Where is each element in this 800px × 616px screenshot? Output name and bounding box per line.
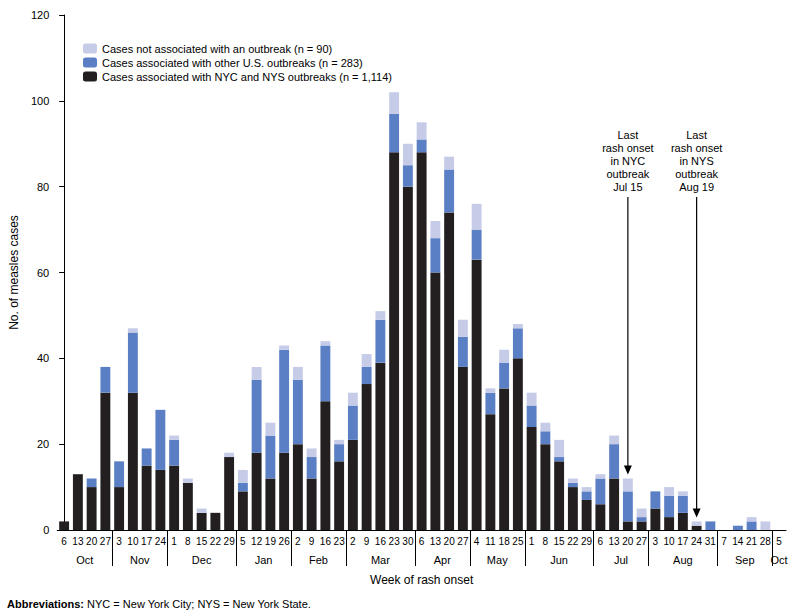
svg-text:6: 6 — [419, 536, 425, 547]
svg-text:31: 31 — [705, 536, 717, 547]
svg-text:15: 15 — [196, 536, 208, 547]
svg-text:3: 3 — [653, 536, 659, 547]
svg-text:16: 16 — [375, 536, 387, 547]
svg-text:Dec: Dec — [192, 554, 212, 566]
svg-text:9: 9 — [309, 536, 315, 547]
svg-text:16: 16 — [320, 536, 332, 547]
svg-text:20: 20 — [622, 536, 634, 547]
svg-text:4: 4 — [474, 536, 480, 547]
svg-text:No. of measles cases: No. of measles cases — [7, 215, 21, 330]
svg-text:3: 3 — [116, 536, 122, 547]
svg-text:29: 29 — [581, 536, 593, 547]
svg-text:rash onset: rash onset — [602, 142, 653, 154]
svg-text:15: 15 — [554, 536, 566, 547]
svg-text:24: 24 — [691, 536, 703, 547]
svg-text:13: 13 — [430, 536, 442, 547]
svg-text:1: 1 — [529, 536, 535, 547]
svg-text:Sep: Sep — [735, 554, 755, 566]
svg-text:26: 26 — [279, 536, 291, 547]
svg-text:22: 22 — [567, 536, 579, 547]
svg-text:Week of rash onset: Week of rash onset — [370, 573, 474, 587]
svg-text:Cases associated with other U.: Cases associated with other U.S. outbrea… — [102, 57, 363, 69]
svg-text:24: 24 — [155, 536, 167, 547]
svg-text:20: 20 — [86, 536, 98, 547]
svg-text:120: 120 — [31, 9, 49, 21]
svg-text:Jan: Jan — [255, 554, 273, 566]
svg-text:19: 19 — [265, 536, 277, 547]
svg-text:Jun: Jun — [550, 554, 568, 566]
svg-text:Feb: Feb — [309, 554, 328, 566]
svg-text:Cases not associated with an o: Cases not associated with an outbreak (n… — [102, 43, 332, 55]
svg-text:17: 17 — [677, 536, 689, 547]
svg-text:Aug 19: Aug 19 — [679, 181, 714, 193]
svg-text:Apr: Apr — [434, 554, 451, 566]
svg-text:23: 23 — [389, 536, 401, 547]
svg-text:12: 12 — [251, 536, 263, 547]
svg-text:Last: Last — [617, 129, 638, 141]
svg-text:22: 22 — [210, 536, 222, 547]
svg-text:NYC = New York City; NYS = New: NYC = New York City; NYS = New York Stat… — [84, 598, 311, 610]
svg-text:25: 25 — [512, 536, 524, 547]
svg-text:80: 80 — [37, 181, 49, 193]
svg-text:27: 27 — [457, 536, 469, 547]
svg-text:21: 21 — [746, 536, 758, 547]
svg-text:10: 10 — [127, 536, 139, 547]
svg-text:2: 2 — [295, 536, 301, 547]
svg-text:Jul 15: Jul 15 — [613, 181, 642, 193]
svg-text:23: 23 — [334, 536, 346, 547]
svg-text:100: 100 — [31, 95, 49, 107]
svg-text:in NYC: in NYC — [610, 155, 645, 167]
svg-text:60: 60 — [37, 267, 49, 279]
svg-text:40: 40 — [37, 352, 49, 364]
svg-text:9: 9 — [364, 536, 370, 547]
svg-text:27: 27 — [636, 536, 648, 547]
svg-text:11: 11 — [485, 536, 496, 547]
svg-text:Last: Last — [686, 129, 707, 141]
svg-text:Aug: Aug — [673, 554, 693, 566]
svg-text:5: 5 — [240, 536, 246, 547]
svg-text:0: 0 — [43, 524, 49, 536]
svg-text:17: 17 — [141, 536, 153, 547]
svg-text:30: 30 — [402, 536, 414, 547]
svg-text:8: 8 — [185, 536, 191, 547]
svg-text:18: 18 — [499, 536, 511, 547]
svg-text:2: 2 — [350, 536, 356, 547]
svg-text:outbreak: outbreak — [675, 168, 718, 180]
svg-text:outbreak: outbreak — [606, 168, 649, 180]
svg-text:Cases associated with NYC and: Cases associated with NYC and NYS outbre… — [102, 71, 392, 83]
svg-text:13: 13 — [72, 536, 84, 547]
svg-text:Abbreviations:: Abbreviations: — [7, 598, 84, 610]
svg-text:10: 10 — [664, 536, 676, 547]
svg-text:6: 6 — [598, 536, 604, 547]
svg-text:Oct: Oct — [76, 554, 93, 566]
svg-text:20: 20 — [37, 438, 49, 450]
svg-text:7: 7 — [721, 536, 727, 547]
svg-text:8: 8 — [543, 536, 549, 547]
svg-text:in NYS: in NYS — [680, 155, 714, 167]
svg-text:Jul: Jul — [614, 554, 628, 566]
svg-text:28: 28 — [760, 536, 772, 547]
svg-text:May: May — [487, 554, 508, 566]
svg-text:20: 20 — [444, 536, 456, 547]
svg-text:5: 5 — [776, 536, 782, 547]
svg-text:29: 29 — [224, 536, 236, 547]
svg-text:6: 6 — [61, 536, 67, 547]
svg-text:Mar: Mar — [371, 554, 390, 566]
svg-text:27: 27 — [100, 536, 112, 547]
svg-text:14: 14 — [732, 536, 744, 547]
svg-text:rash onset: rash onset — [671, 142, 722, 154]
svg-text:13: 13 — [609, 536, 621, 547]
svg-text:Oct: Oct — [771, 554, 788, 566]
svg-text:Nov: Nov — [130, 554, 150, 566]
svg-text:1: 1 — [171, 536, 177, 547]
